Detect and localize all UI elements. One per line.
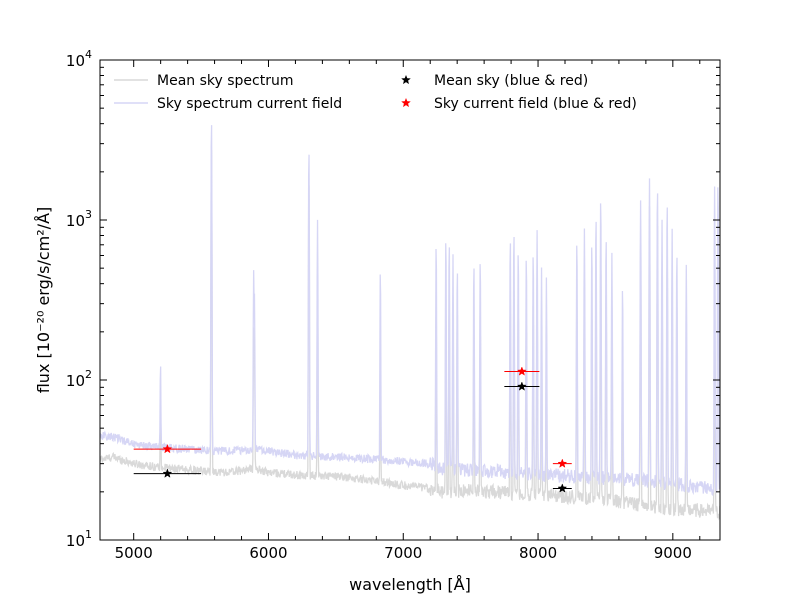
y-tick-label-10: 101 [66, 528, 92, 550]
plot-frame [99, 59, 721, 541]
y-tick-label-10000: 104 [66, 48, 92, 70]
series-line-1 [100, 150, 720, 521]
x-tick-label-8000: 8000 [519, 544, 557, 562]
x-axis-label: wavelength [Å] [349, 575, 471, 594]
legend-swatch-3 [401, 74, 411, 85]
series-line-2 [100, 125, 720, 497]
x-tick-label-7000: 7000 [384, 544, 422, 562]
star-marker-1-2 [516, 381, 527, 391]
star-marker-1-1 [162, 468, 173, 478]
legend: Mean sky spectrum Sky spectrum current fi… [114, 73, 637, 112]
x-tick-label-5000: 5000 [115, 544, 153, 562]
tick-layer: 5000 6000 7000 8000 9000 101 102 103 104 [66, 48, 720, 562]
star-marker-2-1 [162, 443, 173, 454]
x-tick-label-9000: 9000 [654, 544, 692, 562]
y-tick-label-1000: 103 [66, 208, 92, 230]
legend-swatch-4 [401, 97, 411, 108]
x-tick-label-6000: 6000 [249, 544, 287, 562]
y-axis-label: flux [10⁻²⁰ erg/s/cm²/Å] [34, 207, 53, 394]
legend-label-2: Sky spectrum current field [157, 96, 342, 112]
star-marker-1-3 [557, 483, 568, 493]
errorbar-layer [133, 366, 572, 493]
star-marker-2-2 [516, 366, 527, 376]
series-layer [100, 125, 720, 521]
y-tick-label-100: 102 [66, 368, 92, 390]
legend-label-3: Mean sky (blue & red) [434, 73, 588, 89]
star-marker-2-3 [557, 458, 568, 468]
legend-label-1: Mean sky spectrum [157, 73, 293, 89]
legend-label-4: Sky current field (blue & red) [434, 96, 637, 112]
